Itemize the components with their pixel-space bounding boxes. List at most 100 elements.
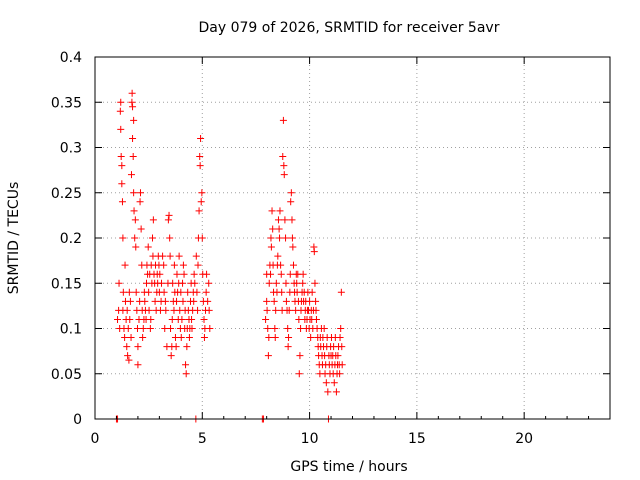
data-point — [177, 334, 185, 342]
data-point — [145, 288, 153, 296]
data-point — [190, 270, 198, 278]
data-point — [164, 216, 172, 224]
data-point — [192, 252, 200, 260]
data-point — [310, 248, 318, 256]
data-point — [289, 243, 297, 251]
data-point — [159, 252, 167, 260]
data-point — [183, 343, 191, 351]
y-tick-label: 0.35 — [51, 95, 82, 111]
y-tick-label: 0.3 — [60, 141, 82, 157]
x-tick-label: 15 — [408, 431, 426, 447]
data-point — [156, 270, 164, 278]
data-point — [267, 270, 275, 278]
data-point — [271, 325, 279, 332]
x-axis-label: GPS time / hours — [290, 459, 407, 475]
data-point — [128, 98, 136, 106]
y-tick-label: 0.2 — [60, 231, 82, 247]
x-tick-label: 20 — [515, 431, 533, 447]
data-point — [130, 189, 138, 197]
data-point — [295, 370, 303, 378]
data-point — [136, 189, 144, 197]
data-point — [293, 279, 301, 287]
data-point — [282, 297, 290, 305]
data-point — [127, 171, 135, 179]
data-point — [173, 297, 181, 305]
data-point — [264, 325, 272, 332]
data-point — [123, 343, 131, 351]
data-point — [262, 315, 270, 323]
data-point — [162, 306, 170, 314]
data-point — [295, 315, 303, 323]
data-point — [137, 225, 145, 233]
data-point — [306, 297, 314, 305]
data-point — [200, 315, 208, 323]
y-tick-label: 0.15 — [51, 276, 82, 292]
data-point — [179, 261, 187, 269]
data-point — [320, 325, 328, 332]
data-point — [161, 297, 169, 305]
data-point — [200, 334, 208, 342]
data-point — [166, 234, 174, 242]
data-point — [312, 315, 320, 323]
data-point — [286, 270, 294, 278]
data-point — [322, 379, 330, 387]
data-point — [289, 261, 297, 269]
data-point — [277, 261, 285, 269]
data-point — [167, 325, 175, 332]
data-point — [270, 297, 278, 305]
data-point — [280, 162, 288, 170]
data-point — [139, 334, 147, 342]
data-point — [271, 334, 279, 342]
data-point — [126, 297, 134, 305]
data-point — [170, 261, 178, 269]
data-point — [136, 198, 144, 206]
data-point — [288, 216, 296, 224]
y-tick-label: 0.05 — [51, 367, 82, 383]
data-point — [299, 270, 307, 278]
data-point — [127, 334, 135, 342]
data-point — [264, 352, 272, 360]
data-point — [307, 334, 315, 342]
data-point — [130, 116, 138, 124]
data-point — [285, 306, 293, 314]
data-point — [337, 288, 345, 296]
axis-ticks — [94, 56, 611, 420]
data-point — [205, 306, 213, 314]
data-point — [312, 297, 320, 305]
y-tick-labels: 0 0.05 0.1 0.15 0.2 0.25 0.3 0.35 0.4 — [51, 50, 82, 428]
data-point — [280, 171, 288, 179]
data-point — [118, 198, 126, 206]
data-point — [276, 234, 284, 242]
data-point — [311, 279, 319, 287]
data-point — [267, 243, 275, 251]
data-point — [131, 234, 139, 242]
data-point — [128, 89, 136, 97]
data-point — [119, 234, 127, 242]
data-point — [123, 306, 131, 314]
data-point — [202, 288, 210, 296]
data-point — [281, 216, 289, 224]
x-tick-label: 5 — [198, 431, 207, 447]
data-point — [118, 162, 126, 170]
data-point — [175, 252, 183, 260]
data-point — [124, 352, 132, 360]
data-point — [197, 134, 205, 142]
data-point — [188, 325, 196, 332]
data-point — [117, 98, 125, 106]
data-point — [177, 288, 185, 296]
data-point — [279, 116, 287, 124]
data-point — [274, 216, 282, 224]
data-point — [198, 234, 206, 242]
data-point — [336, 370, 344, 378]
data-point — [168, 315, 176, 323]
data-point — [166, 252, 174, 260]
data-point — [268, 207, 276, 215]
x-tick-label: 0 — [91, 431, 100, 447]
data-point — [203, 270, 211, 278]
data-point — [330, 379, 338, 387]
data-point — [149, 234, 157, 242]
data-point — [274, 252, 282, 260]
data-point — [121, 261, 129, 269]
data-point — [180, 270, 188, 278]
